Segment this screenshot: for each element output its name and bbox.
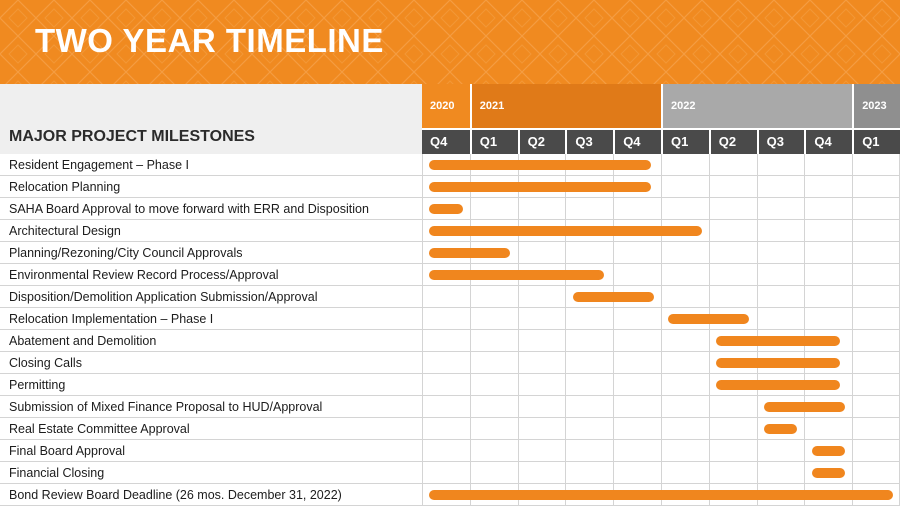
milestone-label: Real Estate Committee Approval	[9, 422, 190, 436]
milestone-row: Resident Engagement – Phase I	[0, 154, 900, 176]
milestone-label: Closing Calls	[9, 356, 82, 370]
quarter-header-cell: Q1	[471, 130, 518, 154]
banner-pattern	[0, 0, 900, 84]
title-banner: TWO YEAR TIMELINE	[0, 0, 900, 84]
year-header-2021: 2021	[471, 84, 661, 128]
milestone-row: Planning/Rezoning/City Council Approvals	[0, 242, 900, 264]
milestone-bar	[429, 270, 604, 280]
milestone-label: Final Board Approval	[9, 444, 126, 458]
milestone-row: Disposition/Demolition Application Submi…	[0, 286, 900, 308]
milestone-bar	[715, 380, 841, 390]
milestone-bar	[572, 292, 654, 302]
milestone-bar	[429, 226, 702, 236]
milestone-bar	[715, 358, 841, 368]
milestone-row: Bond Review Board Deadline (26 mos. Dece…	[0, 484, 900, 506]
quarter-header-cell: Q4	[615, 130, 661, 154]
grid-line	[708, 154, 710, 506]
milestone-row: Environmental Review Record Process/Appr…	[0, 264, 900, 286]
grid-line	[661, 154, 662, 506]
milestone-row: SAHA Board Approval to move forward with…	[0, 198, 900, 220]
milestones-header-cell: MAJOR PROJECT MILESTONES	[0, 84, 422, 154]
quarter-header-cell: Q2	[519, 130, 566, 154]
milestone-bar	[429, 182, 652, 192]
milestone-bar	[811, 446, 846, 456]
milestone-bar	[429, 160, 652, 170]
grid-line	[469, 154, 471, 506]
page-title: TWO YEAR TIMELINE	[35, 22, 384, 59]
gantt-chart: MAJOR PROJECT MILESTONES 2020 2021 2022 202…	[0, 84, 900, 506]
milestone-label: Planning/Rezoning/City Council Approvals	[9, 246, 243, 260]
milestone-label: Disposition/Demolition Application Submi…	[9, 290, 318, 304]
grid-line	[804, 154, 806, 506]
quarter-header-cell: Q2	[710, 130, 757, 154]
milestone-label: Bond Review Board Deadline (26 mos. Dece…	[9, 488, 342, 502]
milestone-bar	[715, 336, 841, 346]
year-header-2022: 2022	[663, 84, 853, 128]
milestone-label: Relocation Implementation – Phase I	[9, 312, 214, 326]
year-header-2020: 2020	[422, 84, 470, 128]
quarter-header-cell: Q3	[758, 130, 805, 154]
milestone-bar	[811, 468, 846, 478]
milestone-bar	[429, 490, 893, 500]
quarter-header-cell: Q4	[806, 130, 853, 154]
milestone-row: Permitting	[0, 374, 900, 396]
quarter-header-cell: Q3	[567, 130, 614, 154]
milestone-label: Abatement and Demolition	[9, 334, 157, 348]
milestone-label: Environmental Review Record Process/Appr…	[9, 268, 279, 282]
grid-line	[613, 154, 615, 506]
milestone-row: Closing Calls	[0, 352, 900, 374]
quarter-header-cell: Q1	[854, 130, 900, 154]
milestone-bar	[763, 424, 798, 434]
milestone-bar	[429, 204, 463, 214]
milestones-header: MAJOR PROJECT MILESTONES	[9, 128, 255, 145]
quarter-header-cell: Q4	[422, 130, 470, 154]
milestone-bar	[668, 314, 750, 324]
milestone-label: Relocation Planning	[9, 180, 121, 194]
year-header-2023: 2023	[854, 84, 900, 128]
milestone-row: Submission of Mixed Finance Proposal to …	[0, 396, 900, 418]
milestone-label: Submission of Mixed Finance Proposal to …	[9, 400, 323, 414]
milestone-label: Resident Engagement – Phase I	[9, 158, 189, 172]
grid-line	[756, 154, 758, 506]
milestone-row: Architectural Design	[0, 220, 900, 242]
milestone-row: Real Estate Committee Approval	[0, 418, 900, 440]
grid-line	[422, 154, 423, 506]
milestone-label: Permitting	[9, 378, 66, 392]
milestone-row: Financial Closing	[0, 462, 900, 484]
milestone-bar	[429, 248, 511, 258]
milestone-row: Relocation Implementation – Phase I	[0, 308, 900, 330]
milestone-bar	[763, 402, 846, 412]
grid-line	[565, 154, 567, 506]
quarter-header-cell: Q1	[663, 130, 709, 154]
milestone-label: Financial Closing	[9, 466, 105, 480]
milestone-row: Abatement and Demolition	[0, 330, 900, 352]
grid-line	[517, 154, 519, 506]
milestone-row: Relocation Planning	[0, 176, 900, 198]
milestone-label: SAHA Board Approval to move forward with…	[9, 202, 369, 216]
milestone-row: Final Board Approval	[0, 440, 900, 462]
grid-line	[852, 154, 854, 506]
milestone-label: Architectural Design	[9, 224, 121, 238]
